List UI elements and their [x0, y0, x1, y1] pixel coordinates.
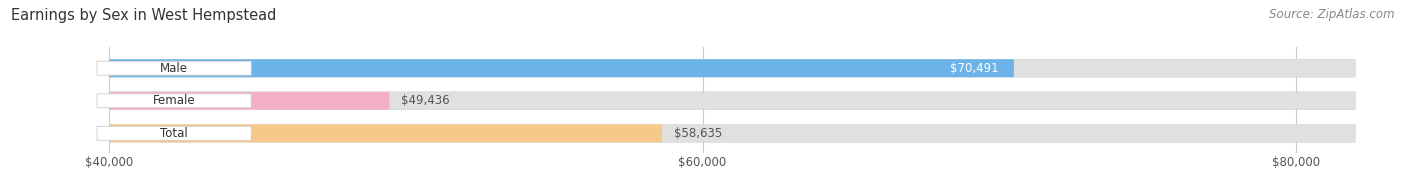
FancyBboxPatch shape [110, 59, 1355, 77]
FancyBboxPatch shape [110, 124, 662, 142]
Text: Earnings by Sex in West Hempstead: Earnings by Sex in West Hempstead [11, 8, 277, 23]
Text: $49,436: $49,436 [401, 94, 450, 107]
Text: Female: Female [153, 94, 195, 107]
FancyBboxPatch shape [110, 92, 389, 110]
Text: Male: Male [160, 62, 188, 75]
FancyBboxPatch shape [97, 126, 252, 140]
Text: Source: ZipAtlas.com: Source: ZipAtlas.com [1270, 8, 1395, 21]
Text: $70,491: $70,491 [950, 62, 1000, 75]
FancyBboxPatch shape [110, 92, 1355, 110]
FancyBboxPatch shape [110, 59, 1014, 77]
FancyBboxPatch shape [97, 61, 252, 75]
Text: Total: Total [160, 127, 188, 140]
FancyBboxPatch shape [97, 94, 252, 108]
Text: $58,635: $58,635 [673, 127, 723, 140]
FancyBboxPatch shape [110, 124, 1355, 142]
